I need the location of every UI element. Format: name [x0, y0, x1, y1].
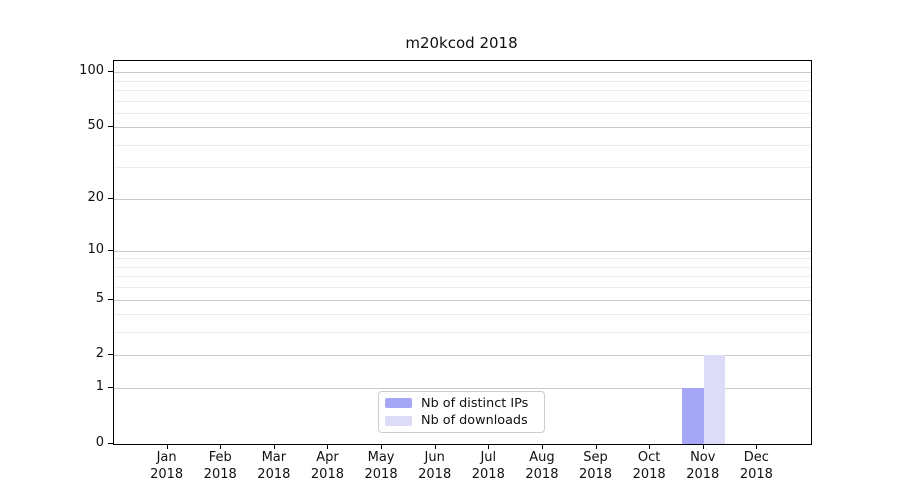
major-gridline — [114, 388, 811, 390]
x-tick-year: 2018 — [150, 467, 184, 482]
x-tick-mark — [595, 444, 597, 449]
x-tick-label: Apr 2018 — [295, 449, 359, 483]
y-tick-label: 0 — [95, 435, 104, 450]
x-tick-month: Jan — [156, 450, 177, 465]
major-gridline — [114, 72, 811, 74]
minor-gridline — [114, 167, 811, 169]
x-tick-year: 2018 — [471, 467, 505, 482]
y-tick-mark — [108, 249, 113, 251]
minor-gridline — [114, 266, 811, 268]
x-tick-year: 2018 — [739, 467, 773, 482]
x-tick-label: May 2018 — [349, 449, 413, 483]
x-tick-mark — [649, 444, 651, 449]
legend-item-distinct-ips: Nb of distinct IPs — [385, 396, 538, 411]
x-tick-year: 2018 — [257, 467, 291, 482]
x-tick-month: Mar — [261, 450, 287, 465]
x-tick-month: Sep — [583, 450, 608, 465]
y-tick-label: 20 — [87, 189, 104, 205]
major-gridline — [114, 127, 811, 129]
legend-swatch-downloads-icon — [385, 415, 412, 426]
y-tick-mark — [108, 126, 113, 128]
x-tick-mark — [220, 444, 222, 449]
x-tick-label: Aug 2018 — [510, 449, 574, 483]
x-tick-month: Aug — [529, 450, 555, 465]
minor-gridline — [114, 144, 811, 146]
x-tick-mark — [488, 444, 490, 449]
minor-gridline — [114, 314, 811, 316]
minor-gridline — [114, 80, 811, 82]
major-gridline — [114, 355, 811, 357]
legend-swatch-distinct-ips-icon — [385, 398, 412, 409]
x-tick-mark — [381, 444, 383, 449]
x-tick-month: Apr — [316, 450, 339, 465]
legend-label-downloads: Nb of downloads — [421, 413, 528, 429]
y-tick-mark — [108, 71, 113, 73]
minor-gridline — [114, 89, 811, 91]
minor-gridline — [114, 276, 811, 278]
x-tick-label: Sep 2018 — [564, 449, 628, 483]
x-tick-month: Dec — [743, 450, 769, 465]
x-tick-month: Nov — [690, 450, 716, 465]
x-tick-year: 2018 — [686, 467, 720, 482]
y-tick-mark — [108, 298, 113, 300]
y-tick-mark — [108, 354, 113, 356]
x-tick-year: 2018 — [310, 467, 344, 482]
x-tick-month: Jul — [480, 450, 497, 465]
x-tick-label: Jul 2018 — [456, 449, 520, 483]
y-tick-mark — [108, 387, 113, 389]
x-tick-year: 2018 — [364, 467, 398, 482]
x-tick-label: Mar 2018 — [242, 449, 306, 483]
x-tick-year: 2018 — [632, 467, 666, 482]
legend-label-distinct-ips: Nb of distinct IPs — [421, 395, 529, 411]
x-tick-label: Dec 2018 — [724, 449, 788, 483]
y-tick-label: 50 — [87, 118, 104, 134]
major-gridline — [114, 299, 811, 301]
x-tick-month: Feb — [208, 450, 232, 465]
y-tick-label: 1 — [95, 379, 104, 395]
x-tick-mark — [702, 444, 704, 449]
x-tick-mark — [273, 444, 275, 449]
x-tick-year: 2018 — [525, 467, 559, 482]
x-tick-label: Jun 2018 — [403, 449, 467, 483]
y-tick-label: 2 — [95, 346, 104, 362]
bar-downloads — [703, 355, 726, 444]
x-tick-mark — [434, 444, 436, 449]
x-tick-year: 2018 — [578, 467, 613, 482]
x-tick-year: 2018 — [203, 467, 237, 482]
bar-distinct-ips — [682, 388, 704, 444]
x-tick-mark — [327, 444, 329, 449]
legend: Nb of distinct IPs Nb of downloads — [378, 391, 545, 433]
y-tick-label: 5 — [95, 290, 104, 306]
major-gridline — [114, 250, 811, 252]
x-tick-year: 2018 — [418, 467, 452, 482]
x-tick-mark — [541, 444, 543, 449]
minor-gridline — [114, 287, 811, 289]
minor-gridline — [114, 112, 811, 114]
plot-area — [113, 60, 812, 445]
x-tick-label: Oct 2018 — [617, 449, 681, 483]
x-tick-mark — [756, 444, 758, 449]
chart-title: m20kcod 2018 — [405, 34, 518, 52]
x-tick-month: Jun — [424, 450, 445, 465]
x-tick-month: Oct — [637, 450, 661, 465]
x-tick-label: Jan 2018 — [135, 449, 199, 483]
x-tick-month: May — [367, 450, 395, 465]
y-tick-label: 10 — [87, 241, 104, 257]
minor-gridline — [114, 332, 811, 334]
minor-gridline — [114, 258, 811, 260]
major-gridline — [114, 198, 811, 200]
legend-item-downloads: Nb of downloads — [385, 413, 538, 428]
x-tick-label: Feb 2018 — [188, 449, 252, 483]
y-tick-mark — [108, 197, 113, 199]
y-tick-label: 100 — [79, 63, 104, 79]
x-tick-mark — [166, 444, 168, 449]
y-tick-mark — [108, 443, 113, 444]
x-tick-label: Nov 2018 — [671, 449, 735, 483]
minor-gridline — [114, 100, 811, 102]
